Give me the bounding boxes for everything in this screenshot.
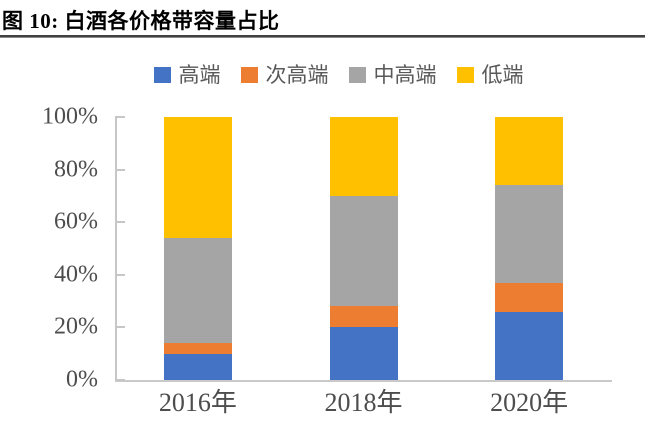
figure-title: 图 10: 白酒各价格带容量占比 [2, 9, 280, 33]
bar-slot [281, 117, 447, 380]
y-axis-tick-label: 0% [66, 366, 98, 393]
stacked-bar-2020年 [495, 117, 564, 380]
legend-swatch-icon [153, 67, 171, 83]
plot-area: 100% 80% 60% 40% 20% 0% [42, 105, 612, 392]
bar-segment-低端 [495, 117, 564, 186]
x-axis-category-label: 2020年 [490, 388, 569, 417]
title-underline-rule [0, 35, 645, 38]
bar-segment-次高端 [495, 282, 564, 312]
chart-legend: 高端 次高端 中高端 低端 [90, 62, 587, 88]
y-axis-tick-label: 60% [54, 208, 98, 235]
bar-slot [115, 117, 281, 380]
bar-segment-次高端 [163, 343, 232, 354]
y-axis-tick [115, 379, 125, 381]
stacked-bar-2016年 [163, 117, 232, 380]
y-axis-tick [115, 273, 125, 276]
x-axis-category-label: 2016年 [158, 388, 237, 417]
stacked-bar-2018年 [329, 117, 398, 380]
legend-swatch-icon [240, 67, 258, 83]
bar-segment-低端 [329, 117, 398, 196]
bar-segment-高端 [329, 327, 398, 380]
y-axis-tick [115, 326, 125, 329]
legend-swatch-icon [348, 67, 366, 83]
y-axis-tick-label: 40% [54, 261, 98, 288]
y-axis-tick-label: 100% [42, 103, 98, 130]
legend-label: 次高端 [265, 62, 329, 87]
bar-segment-低端 [163, 117, 232, 238]
bar-slot [446, 117, 612, 380]
legend-swatch-icon [456, 67, 474, 83]
legend-item: 中高端 [348, 62, 437, 87]
y-axis-tick [115, 116, 125, 118]
legend-label: 中高端 [373, 62, 437, 87]
y-axis-tick-label: 20% [54, 313, 98, 340]
bar-segment-中高端 [163, 238, 232, 344]
bar-series-container [115, 117, 612, 380]
bar-segment-高端 [163, 353, 232, 380]
x-axis-line [115, 380, 612, 382]
bar-segment-中高端 [329, 195, 398, 307]
legend-item: 次高端 [240, 62, 329, 87]
legend-item: 高端 [153, 62, 221, 87]
bar-segment-中高端 [495, 185, 564, 283]
y-axis-tick [115, 221, 125, 224]
x-axis-category-label: 2018年 [324, 388, 403, 417]
legend-item: 低端 [456, 62, 524, 87]
bar-segment-次高端 [329, 306, 398, 328]
y-axis-line [115, 117, 117, 380]
y-axis-tick [115, 168, 125, 171]
bar-segment-高端 [495, 311, 564, 380]
legend-label: 低端 [481, 62, 524, 87]
legend-label: 高端 [178, 62, 221, 87]
y-axis-tick-label: 80% [54, 156, 98, 183]
x-axis-labels: 2016年 2018年 2020年 [115, 388, 612, 418]
